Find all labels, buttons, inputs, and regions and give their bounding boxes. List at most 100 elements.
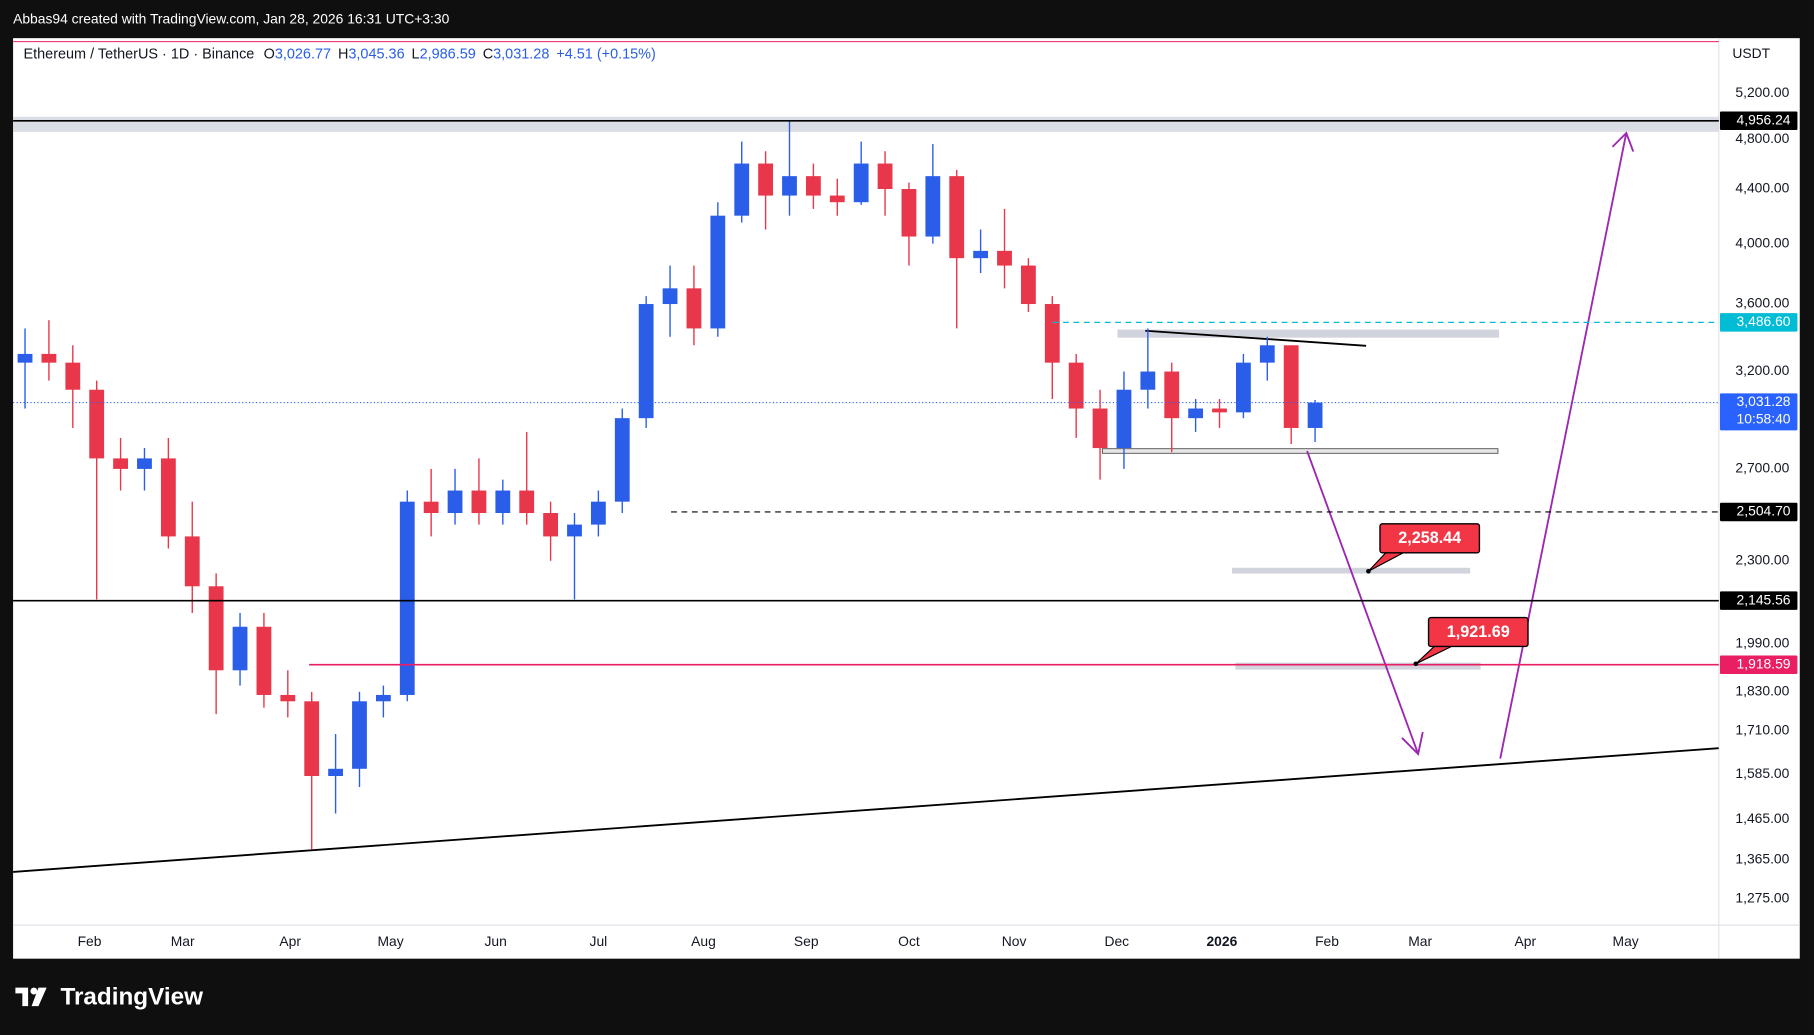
- x-tick-label: Apr: [279, 933, 301, 949]
- candle-body: [1188, 408, 1204, 419]
- candle-body: [447, 490, 463, 514]
- ohlc-key: H: [338, 46, 348, 62]
- y-tick-label: 4,800.00: [1735, 130, 1789, 146]
- y-tick-label: 1,585.00: [1735, 765, 1789, 781]
- candle-body: [352, 701, 367, 769]
- x-tick-label: Mar: [171, 933, 195, 949]
- trend-line: [1145, 329, 1367, 347]
- price-label-bg: [1719, 655, 1798, 674]
- y-tick-label: 2,700.00: [1735, 460, 1789, 476]
- candle-body: [256, 626, 272, 695]
- y-tick-label: 1,465.00: [1735, 810, 1789, 826]
- candle-body: [877, 163, 893, 190]
- candle-body: [160, 458, 176, 537]
- price-label-bg: [1719, 502, 1798, 522]
- y-tick-label: 4,400.00: [1735, 180, 1789, 196]
- candle-body: [89, 389, 105, 459]
- countdown: 10:58:40: [1737, 411, 1791, 427]
- candle-body: [829, 195, 845, 203]
- footer-logo: TradingView: [15, 983, 203, 1010]
- header-title: Abbas94 created with TradingView.com, Ja…: [13, 10, 449, 26]
- candle-body: [65, 362, 81, 390]
- price-label: 3,031.28: [1737, 393, 1791, 409]
- candle-body: [710, 215, 726, 329]
- arrows: [1306, 131, 1635, 759]
- callout-label: 2,258.44: [1398, 529, 1461, 547]
- x-tick-label: 2026: [1206, 933, 1237, 949]
- resistance-zone: [13, 116, 1719, 132]
- price-label-bg: [1719, 393, 1798, 431]
- footer-brand: TradingView: [60, 983, 203, 1010]
- candle-body: [949, 176, 965, 259]
- candle-body: [328, 768, 344, 777]
- arrow: [1499, 132, 1628, 759]
- candle-body: [853, 163, 869, 203]
- candle-body: [232, 626, 248, 671]
- candle-body: [614, 418, 630, 502]
- callout-point: [1366, 568, 1371, 574]
- candle-body: [997, 250, 1012, 266]
- range-top-zone: [1117, 329, 1500, 338]
- callout-box: [1379, 523, 1481, 554]
- symbol: Ethereum / TetherUS · 1D · Binance: [23, 46, 254, 62]
- candle-body: [567, 524, 582, 537]
- arrow-head: [1611, 131, 1635, 152]
- candle-body: [280, 694, 296, 702]
- candle-body: [184, 536, 200, 587]
- callout-box: [1427, 616, 1529, 648]
- candle-body: [1092, 408, 1108, 449]
- candle-body: [734, 163, 750, 216]
- x-tick-label: Sep: [794, 933, 819, 949]
- candle-body: [782, 176, 797, 196]
- callout-label: 1,921.69: [1447, 623, 1510, 641]
- candle-body: [662, 288, 678, 305]
- candle-body: [375, 694, 391, 702]
- candle-body: [1283, 345, 1299, 428]
- x-tick-label: Oct: [898, 933, 920, 949]
- price-label: 4,956.24: [1737, 111, 1791, 127]
- trend-line: [13, 747, 1719, 873]
- candle-body: [495, 490, 511, 514]
- target-zone: [1235, 662, 1481, 670]
- y-tick-label: 1,710.00: [1735, 721, 1789, 737]
- candle-body: [113, 458, 128, 469]
- candle-body: [973, 250, 989, 259]
- candle-body: [304, 701, 320, 777]
- x-tick-label: Jun: [484, 933, 506, 949]
- y-tick-label: 1,275.00: [1735, 890, 1789, 906]
- candle-body: [1068, 362, 1084, 409]
- candle-body: [423, 501, 439, 514]
- ohlc-value: 3,031.28: [493, 46, 549, 62]
- candle-body: [925, 176, 941, 237]
- candle-body: [543, 513, 559, 537]
- ohlc-key: L: [412, 46, 420, 62]
- x-tick-label: Feb: [78, 933, 102, 949]
- ohlc-value: 2,986.59: [420, 46, 476, 62]
- x-tick-label: Feb: [1315, 933, 1339, 949]
- ohlc-key: O: [264, 46, 275, 62]
- candle-body: [805, 176, 821, 196]
- x-tick-label: Apr: [1515, 933, 1537, 949]
- currency: USDT: [1732, 45, 1770, 61]
- logo-mark: [30, 987, 38, 995]
- price-label: 1,918.59: [1737, 655, 1791, 671]
- candle-body: [1235, 362, 1251, 413]
- y-tick-label: 5,200.00: [1735, 84, 1789, 100]
- x-tick-label: May: [377, 933, 403, 949]
- price-label-bg: [1719, 591, 1798, 610]
- x-tick-label: Nov: [1002, 933, 1027, 949]
- candle-body: [758, 163, 774, 196]
- price-label: 2,504.70: [1737, 503, 1791, 519]
- arrow-head: [1401, 731, 1424, 756]
- x-tick-label: May: [1613, 933, 1639, 949]
- x-tick-label: Aug: [691, 933, 716, 949]
- logo-mark: [31, 987, 47, 1007]
- candle-body: [901, 189, 917, 237]
- arrow: [1306, 450, 1420, 755]
- price-label-bg: [1719, 313, 1798, 332]
- candle-body: [1259, 345, 1275, 363]
- price-label-bg: [1719, 111, 1798, 131]
- candle-body: [399, 501, 415, 695]
